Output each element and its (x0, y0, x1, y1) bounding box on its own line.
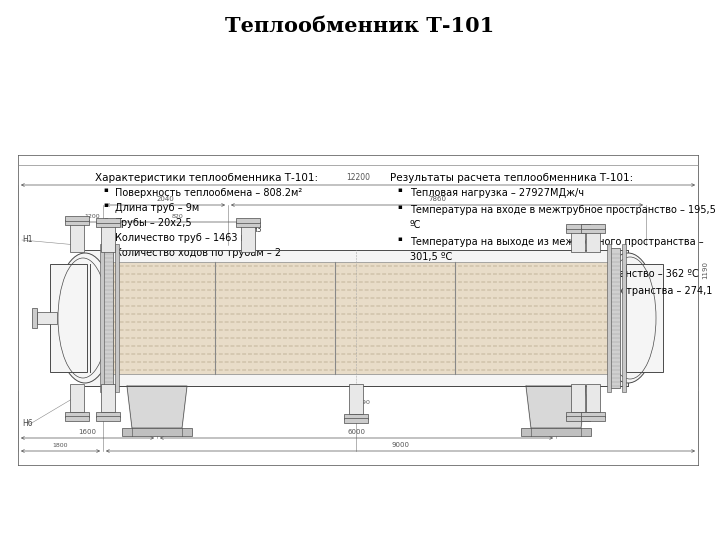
Text: Поверхность теплообмена – 808.2м²: Поверхность теплообмена – 808.2м² (115, 188, 302, 198)
Bar (105, 262, 610, 374)
Bar (65, 412, 89, 417)
Bar (571, 384, 585, 412)
Text: H1: H1 (22, 235, 32, 245)
Bar (50, 264, 87, 372)
Bar (241, 224, 255, 252)
Text: 1190: 1190 (702, 261, 708, 279)
Text: 7860: 7860 (428, 196, 446, 202)
Text: Трубы – 20х2,5: Трубы – 20х2,5 (115, 218, 192, 228)
Text: 12200: 12200 (346, 173, 370, 182)
Text: ▪: ▪ (104, 262, 109, 268)
Bar (101, 384, 115, 412)
Bar (85, 250, 628, 386)
Text: Температура на входе в межтрубное пространство – 195,5: Температура на входе в межтрубное простр… (410, 205, 716, 215)
Bar (581, 416, 605, 421)
Bar (521, 428, 591, 436)
Text: ºC: ºC (410, 301, 421, 311)
Text: H3: H3 (251, 226, 261, 234)
Bar (70, 384, 84, 412)
Text: 1200: 1200 (85, 214, 100, 219)
Bar (566, 416, 590, 421)
Bar (37, 312, 57, 324)
Bar (581, 412, 605, 417)
Bar (122, 428, 192, 436)
Text: H6: H6 (22, 420, 32, 429)
Text: ▪: ▪ (397, 285, 402, 291)
Text: ▪: ▪ (104, 217, 109, 223)
Bar (566, 224, 590, 229)
Text: Тепловая нагрузка – 27927МДж/ч: Тепловая нагрузка – 27927МДж/ч (410, 188, 584, 198)
Text: 301,5 ºC: 301,5 ºC (410, 252, 452, 262)
Text: 1800: 1800 (53, 443, 68, 448)
Text: ▪: ▪ (104, 232, 109, 238)
Polygon shape (127, 386, 187, 428)
Text: ºC: ºC (410, 220, 421, 230)
Bar (65, 216, 89, 221)
Text: ▪: ▪ (397, 204, 402, 210)
Text: ▪: ▪ (397, 236, 402, 242)
Text: 2040: 2040 (157, 196, 174, 202)
Bar (101, 224, 115, 252)
Text: Длина труб – 9м: Длина труб – 9м (115, 203, 199, 213)
Bar (622, 244, 626, 392)
Bar (349, 384, 363, 414)
Bar (581, 228, 605, 233)
Text: 1600: 1600 (78, 429, 96, 435)
Bar (236, 218, 260, 223)
Text: ▪: ▪ (397, 268, 402, 274)
Text: ▪: ▪ (397, 187, 402, 193)
Bar (344, 418, 368, 423)
Text: H2: H2 (586, 414, 596, 422)
Bar (32, 308, 37, 328)
Bar (100, 244, 104, 392)
Text: 6000: 6000 (348, 429, 366, 435)
Bar (566, 412, 590, 417)
Text: 490: 490 (359, 400, 371, 404)
Bar (586, 230, 600, 252)
Bar (571, 230, 585, 252)
Ellipse shape (598, 253, 658, 383)
Text: Количество труб – 1463 шт: Количество труб – 1463 шт (115, 233, 256, 243)
Bar (607, 244, 611, 392)
Bar (65, 220, 89, 225)
Bar (70, 222, 84, 252)
Text: 820: 820 (172, 214, 184, 219)
Text: ▪: ▪ (104, 247, 109, 253)
Bar (610, 248, 620, 388)
Bar (96, 416, 120, 421)
Text: Температура на входе в трубное пространство – 362 ºC: Температура на входе в трубное пространс… (410, 269, 698, 279)
Bar (103, 248, 113, 388)
Bar (566, 228, 590, 233)
Bar (236, 222, 260, 227)
Text: Температура на выходе из межтрубного пространства –: Температура на выходе из межтрубного про… (410, 237, 703, 247)
Bar (96, 222, 120, 227)
Bar (65, 416, 89, 421)
Bar (581, 224, 605, 229)
Polygon shape (526, 386, 586, 428)
Bar (96, 412, 120, 417)
Text: ▪: ▪ (104, 187, 109, 193)
Text: Результаты расчета теплообменника Т-101:: Результаты расчета теплообменника Т-101: (390, 173, 634, 183)
Bar (344, 414, 368, 419)
Text: 9000: 9000 (392, 442, 410, 448)
Bar (586, 384, 600, 412)
Text: ▪: ▪ (104, 202, 109, 208)
Text: Количество ходов по трубам – 2: Количество ходов по трубам – 2 (115, 248, 281, 258)
Bar (115, 244, 119, 392)
Ellipse shape (55, 253, 115, 383)
Text: Характеристики теплообменника Т-101:: Характеристики теплообменника Т-101: (95, 173, 318, 183)
Bar (85, 250, 628, 386)
Text: Температура на выходе из трубного пространства – 274,1: Температура на выходе из трубного простр… (410, 286, 712, 296)
Text: R: R (396, 309, 400, 314)
Bar (626, 264, 663, 372)
Bar (96, 218, 120, 223)
Text: Теплообменник Т-101: Теплообменник Т-101 (225, 16, 495, 36)
Text: Диаметр кожуха – 1200: Диаметр кожуха – 1200 (115, 263, 238, 273)
